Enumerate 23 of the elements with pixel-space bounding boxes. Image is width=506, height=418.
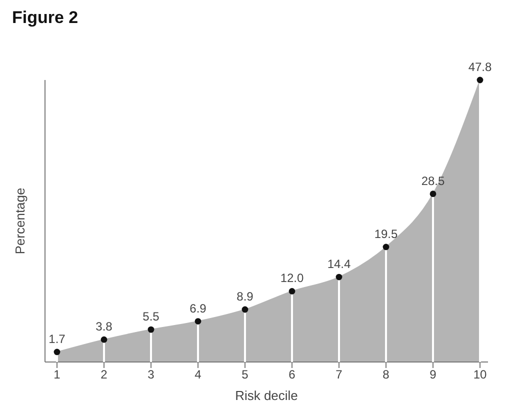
data-label: 47.8 bbox=[468, 60, 492, 74]
data-label: 14.4 bbox=[327, 257, 351, 272]
x-tick-label: 10 bbox=[473, 368, 487, 382]
data-label: 12.0 bbox=[280, 271, 304, 286]
data-label: 6.9 bbox=[190, 301, 207, 316]
x-tick-label: 6 bbox=[288, 368, 296, 382]
x-tick-label: 1 bbox=[54, 368, 61, 382]
x-tick-label: 3 bbox=[148, 368, 155, 382]
data-label: 3.8 bbox=[96, 320, 113, 334]
data-label: 19.5 bbox=[374, 226, 398, 241]
x-axis-title: Risk decile bbox=[235, 388, 298, 403]
data-label: 28.5 bbox=[421, 174, 445, 188]
data-label: 8.9 bbox=[236, 289, 254, 304]
x-tick-label: 4 bbox=[194, 368, 202, 382]
chart-title: Figure 2 bbox=[12, 8, 78, 28]
y-axis-title: Percentage bbox=[12, 188, 28, 254]
data-label: 5.5 bbox=[142, 310, 160, 324]
x-tick-label: 8 bbox=[382, 368, 390, 382]
x-tick-label: 2 bbox=[100, 368, 108, 382]
x-tick-label: 5 bbox=[242, 368, 249, 382]
x-tick-label: 7 bbox=[336, 368, 343, 382]
data-label: 1.7 bbox=[48, 332, 66, 346]
x-tick-label: 9 bbox=[430, 368, 437, 382]
